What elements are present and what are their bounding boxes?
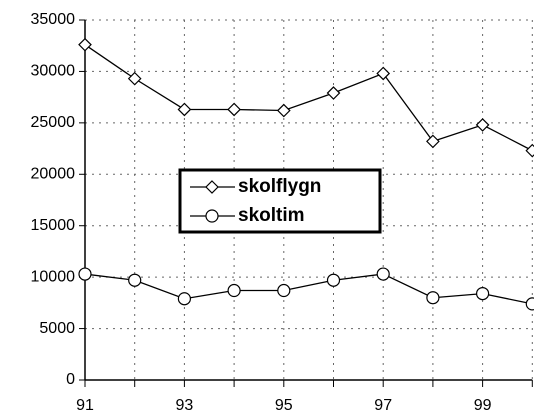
x-tick-label: 99 (474, 397, 492, 414)
y-tick-label: 0 (66, 371, 75, 388)
y-tick-label: 10000 (31, 268, 76, 285)
y-tick-label: 15000 (31, 217, 76, 234)
y-tick-label: 35000 (31, 11, 76, 28)
x-tick-label: 93 (176, 397, 194, 414)
legend-label: skolflygn (238, 176, 321, 197)
marker (128, 273, 142, 287)
y-tick-label: 30000 (31, 63, 76, 80)
marker (426, 291, 440, 305)
marker (277, 283, 291, 298)
marker (227, 102, 241, 117)
marker (205, 180, 219, 194)
marker (376, 66, 391, 81)
marker (326, 273, 341, 287)
marker (227, 283, 241, 298)
y-tick-label: 25000 (31, 114, 76, 131)
marker (426, 134, 440, 149)
x-tick-label: 95 (275, 397, 293, 414)
marker (127, 71, 142, 86)
marker (78, 267, 92, 281)
line (84, 273, 533, 305)
line (84, 44, 533, 152)
x-tick-label: 91 (76, 397, 94, 414)
marker (525, 143, 534, 158)
marker (276, 103, 291, 118)
marker (475, 118, 490, 132)
marker (78, 37, 92, 52)
marker (205, 209, 219, 223)
y-tick-label: 5000 (39, 320, 75, 337)
legend-label: skoltim (238, 205, 305, 226)
marker (177, 292, 191, 306)
marker (326, 86, 341, 100)
marker (177, 102, 192, 117)
y-tick-label: 20000 (31, 166, 76, 183)
marker (376, 267, 390, 281)
marker (476, 287, 490, 301)
marker (525, 297, 534, 311)
x-tick-label: 97 (374, 397, 392, 414)
